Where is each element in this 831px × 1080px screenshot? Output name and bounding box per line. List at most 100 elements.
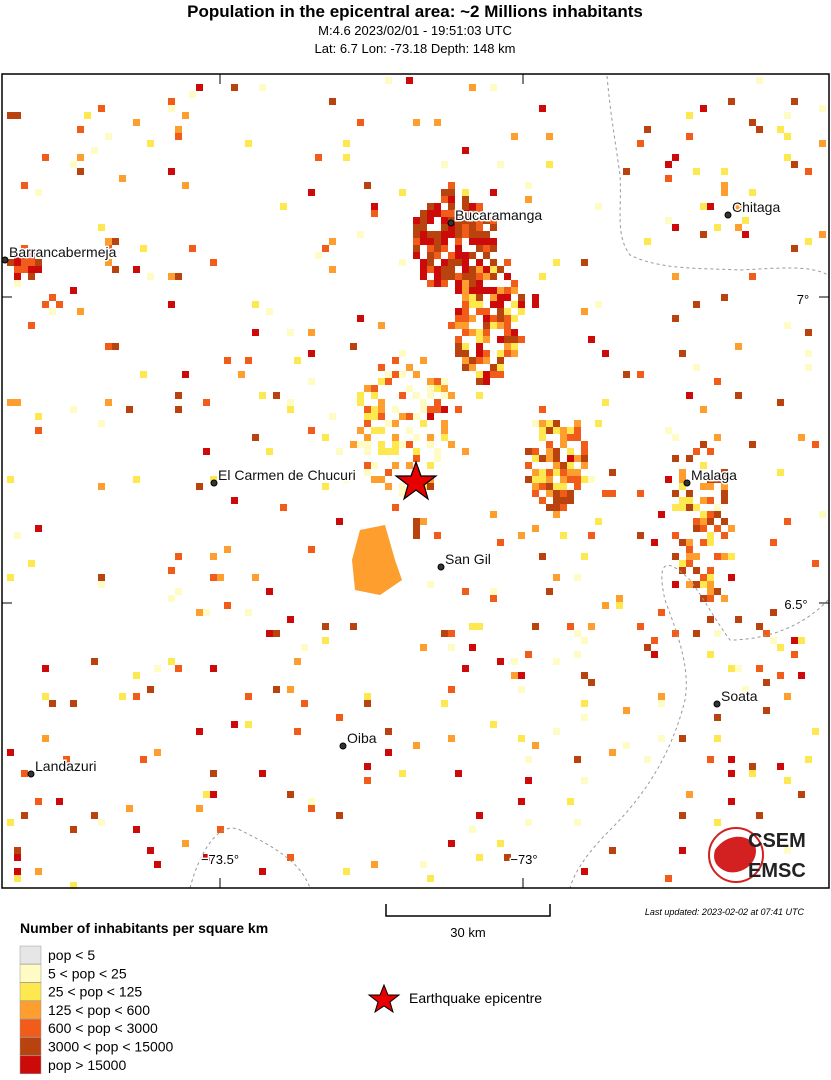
pop-cell	[448, 231, 455, 238]
pop-cell	[70, 406, 77, 413]
pop-cell	[252, 329, 259, 336]
pop-cell	[476, 231, 483, 238]
pop-cell	[231, 84, 238, 91]
pop-cell	[462, 357, 469, 364]
pop-cell	[560, 462, 567, 469]
pop-cell	[441, 630, 448, 637]
pop-cell	[308, 427, 315, 434]
pop-cell	[735, 392, 742, 399]
pop-cell	[476, 280, 483, 287]
pop-cell	[532, 455, 539, 462]
pop-cell	[504, 350, 511, 357]
pop-cell	[721, 497, 728, 504]
pop-cell	[721, 490, 728, 497]
pop-cell	[504, 315, 511, 322]
pop-cell	[476, 854, 483, 861]
pop-cell	[525, 448, 532, 455]
pop-cell	[539, 553, 546, 560]
title: Population in the epicentral area: ~2 Mi…	[187, 2, 643, 21]
pop-cell	[714, 378, 721, 385]
pop-cell	[497, 658, 504, 665]
pop-cell	[357, 441, 364, 448]
pop-cell	[406, 364, 413, 371]
pop-cell	[707, 532, 714, 539]
pop-cell	[420, 406, 427, 413]
pop-cell	[357, 315, 364, 322]
pop-cell	[686, 581, 693, 588]
pop-cell	[756, 812, 763, 819]
pop-cell	[350, 623, 357, 630]
pop-cell	[441, 280, 448, 287]
pop-cell	[469, 301, 476, 308]
pop-cell	[672, 532, 679, 539]
pop-cell	[700, 231, 707, 238]
pop-cell	[483, 287, 490, 294]
pop-cell	[413, 245, 420, 252]
pop-cell	[574, 455, 581, 462]
pop-cell	[728, 525, 735, 532]
pop-cell	[707, 567, 714, 574]
pop-cell	[567, 469, 574, 476]
pop-cell	[770, 637, 777, 644]
pop-cell	[371, 861, 378, 868]
pop-cell	[476, 245, 483, 252]
pop-cell	[105, 238, 112, 245]
pop-cell	[434, 399, 441, 406]
pop-cell	[14, 875, 21, 882]
pop-cell	[336, 714, 343, 721]
pop-cell	[105, 259, 112, 266]
pop-cell	[427, 392, 434, 399]
pop-cell	[721, 189, 728, 196]
pop-cell	[357, 231, 364, 238]
pop-cell	[399, 392, 406, 399]
pop-cell	[308, 798, 315, 805]
pop-cell	[364, 406, 371, 413]
pop-cell	[567, 497, 574, 504]
pop-cell	[168, 658, 175, 665]
pop-cell	[77, 126, 84, 133]
city-label: San Gil	[445, 551, 491, 567]
pop-cell	[553, 469, 560, 476]
pop-cell	[28, 273, 35, 280]
pop-cell	[343, 140, 350, 147]
pop-cell	[462, 315, 469, 322]
pop-cell	[441, 406, 448, 413]
pop-cell	[98, 819, 105, 826]
pop-cell	[434, 203, 441, 210]
pop-cell	[385, 420, 392, 427]
pop-cell	[700, 441, 707, 448]
pop-cell	[476, 308, 483, 315]
pop-cell	[70, 882, 77, 889]
pop-cell	[700, 511, 707, 518]
pop-cell	[686, 546, 693, 553]
pop-cell	[707, 574, 714, 581]
pop-cell	[49, 294, 56, 301]
pop-cell	[357, 392, 364, 399]
pop-cell	[413, 525, 420, 532]
pop-cell	[392, 406, 399, 413]
pop-cell	[462, 217, 469, 224]
pop-cell	[49, 308, 56, 315]
pop-cell	[315, 154, 322, 161]
pop-cell	[469, 224, 476, 231]
pop-cell	[546, 161, 553, 168]
pop-cell	[168, 105, 175, 112]
pop-cell	[203, 791, 210, 798]
pop-cell	[672, 154, 679, 161]
pop-cell	[154, 861, 161, 868]
pop-cell	[441, 238, 448, 245]
pop-cell	[686, 560, 693, 567]
pop-cell	[427, 581, 434, 588]
pop-cell	[721, 294, 728, 301]
pop-cell	[420, 357, 427, 364]
pop-cell	[427, 385, 434, 392]
pop-cell	[560, 441, 567, 448]
pop-cell	[805, 364, 812, 371]
pop-cell	[7, 749, 14, 756]
pop-cell	[665, 175, 672, 182]
pop-cell	[518, 336, 525, 343]
pop-cell	[714, 735, 721, 742]
pop-cell	[462, 252, 469, 259]
pop-cell	[483, 308, 490, 315]
pop-cell	[567, 448, 574, 455]
